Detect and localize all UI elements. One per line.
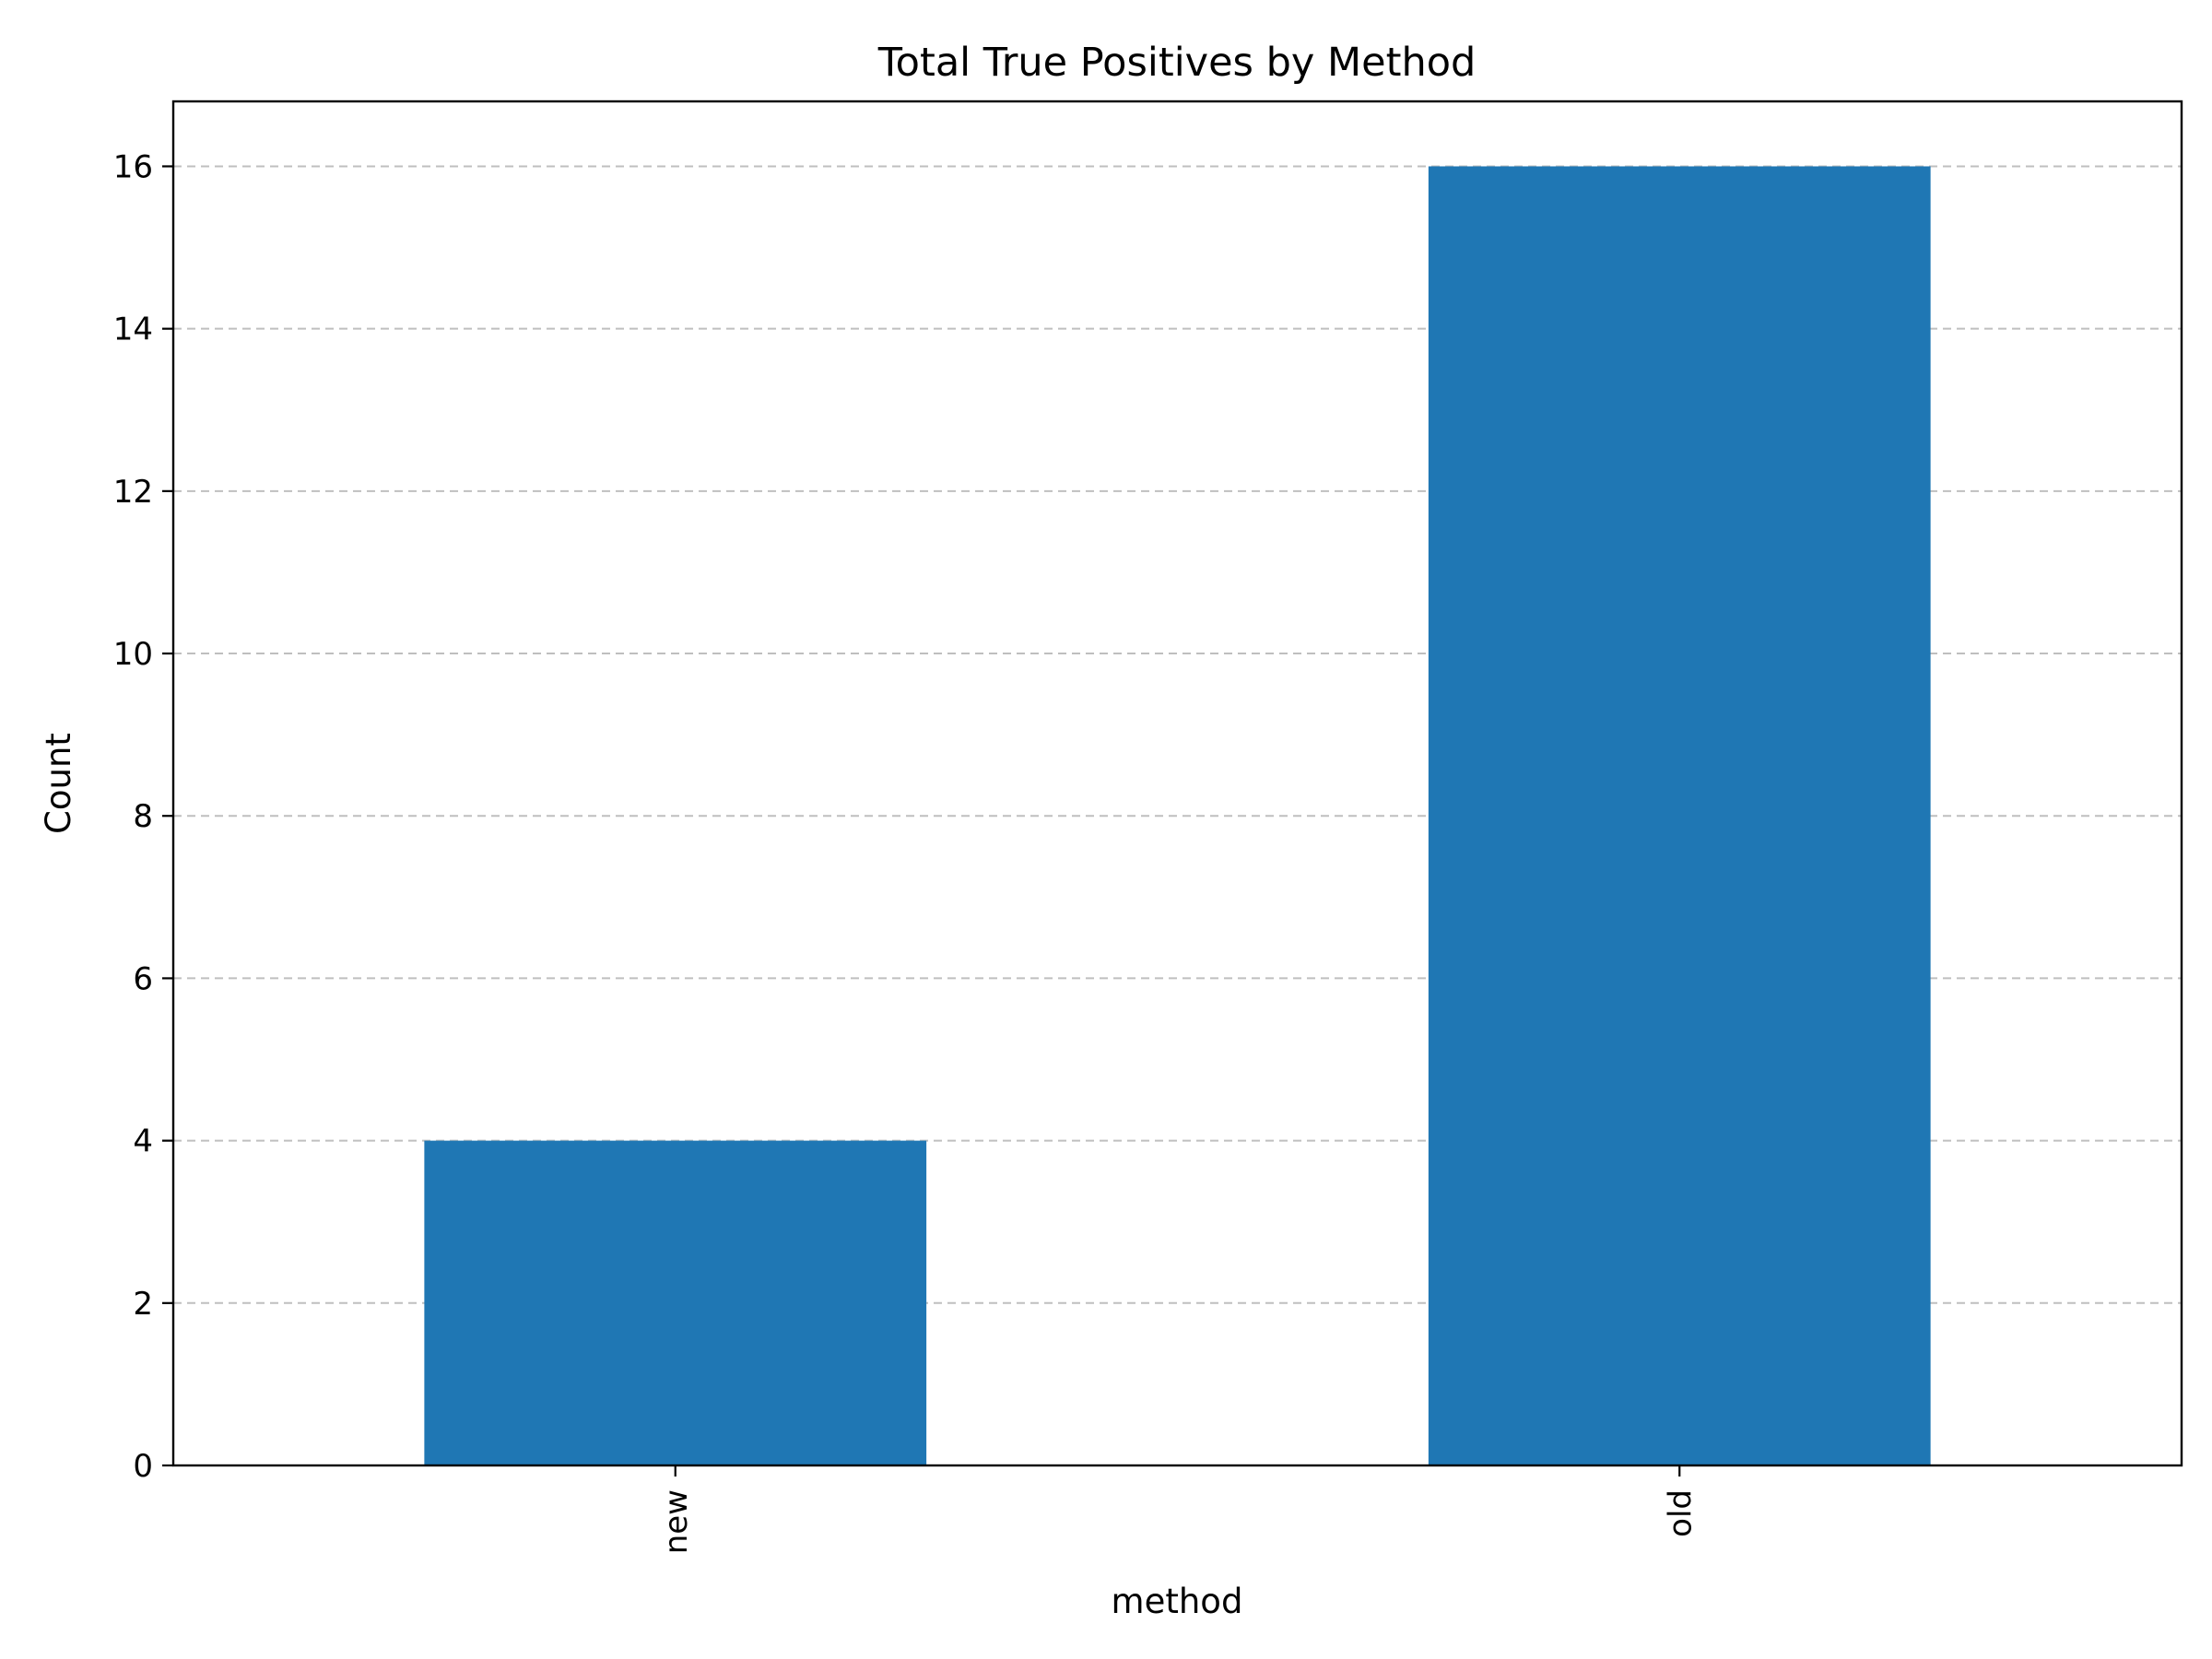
bars	[424, 166, 1931, 1465]
y-tick-label: 10	[113, 636, 153, 673]
bar-old	[1428, 166, 1931, 1465]
x-axis-label: method	[1112, 1582, 1243, 1621]
x-tick-label: new	[658, 1489, 695, 1554]
bar-new	[424, 1140, 927, 1465]
y-tick-label: 0	[133, 1448, 153, 1485]
x-axis-ticks: new old	[658, 1465, 1699, 1554]
x-tick-label: old	[1662, 1489, 1699, 1537]
y-axis-ticks: 0 2 4 6 8 10 12 14 16	[113, 148, 173, 1485]
y-tick-label: 2	[133, 1286, 153, 1323]
y-tick-label: 4	[133, 1124, 153, 1160]
y-tick-label: 16	[113, 148, 153, 185]
y-tick-label: 8	[133, 798, 153, 835]
y-tick-label: 12	[113, 474, 153, 511]
y-axis-label: Count	[39, 733, 78, 834]
chart-title: Total True Positives by Method	[877, 40, 1477, 86]
y-tick-label: 14	[113, 312, 153, 348]
y-tick-label: 6	[133, 960, 153, 997]
plot-frame	[171, 100, 2183, 1467]
